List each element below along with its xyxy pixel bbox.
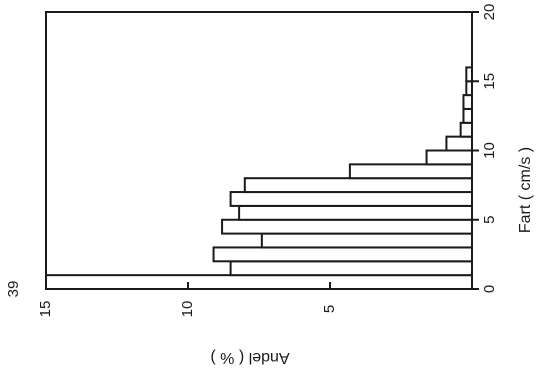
histogram-bar	[238, 204, 473, 221]
annotation-39: 39	[5, 281, 22, 298]
histogram-bar	[229, 260, 473, 277]
y-tick-label: 15	[37, 301, 54, 318]
y-axis-label: Andel ( % )	[210, 349, 289, 366]
histogram-bar	[348, 163, 474, 180]
x-tick-label: 0	[481, 285, 498, 293]
histogram-bar	[45, 274, 473, 290]
histogram-bar	[425, 149, 473, 166]
bars-group	[45, 66, 474, 290]
x-tick-label: 20	[481, 4, 498, 21]
histogram-bar	[212, 246, 473, 263]
histogram-bar	[243, 177, 473, 194]
histogram-bar	[459, 121, 474, 138]
x-tick-label: 15	[481, 73, 498, 90]
x-axis-label: Fart ( cm/s )	[517, 147, 534, 233]
y-tick-label: 5	[321, 305, 338, 313]
histogram-bar	[445, 135, 474, 152]
histogram-bar	[462, 94, 474, 110]
ticks-group	[45, 11, 479, 290]
x-tick-label: 10	[481, 142, 498, 159]
x-tick-label: 5	[481, 216, 498, 224]
histogram-bar	[221, 218, 473, 235]
histogram-bar	[462, 107, 474, 124]
tick-labels-group: 0 5 10 15 20 15 10 5	[37, 4, 498, 318]
histogram-bar	[229, 191, 473, 207]
y-tick-label: 10	[179, 301, 196, 318]
histogram-bar	[260, 232, 473, 249]
